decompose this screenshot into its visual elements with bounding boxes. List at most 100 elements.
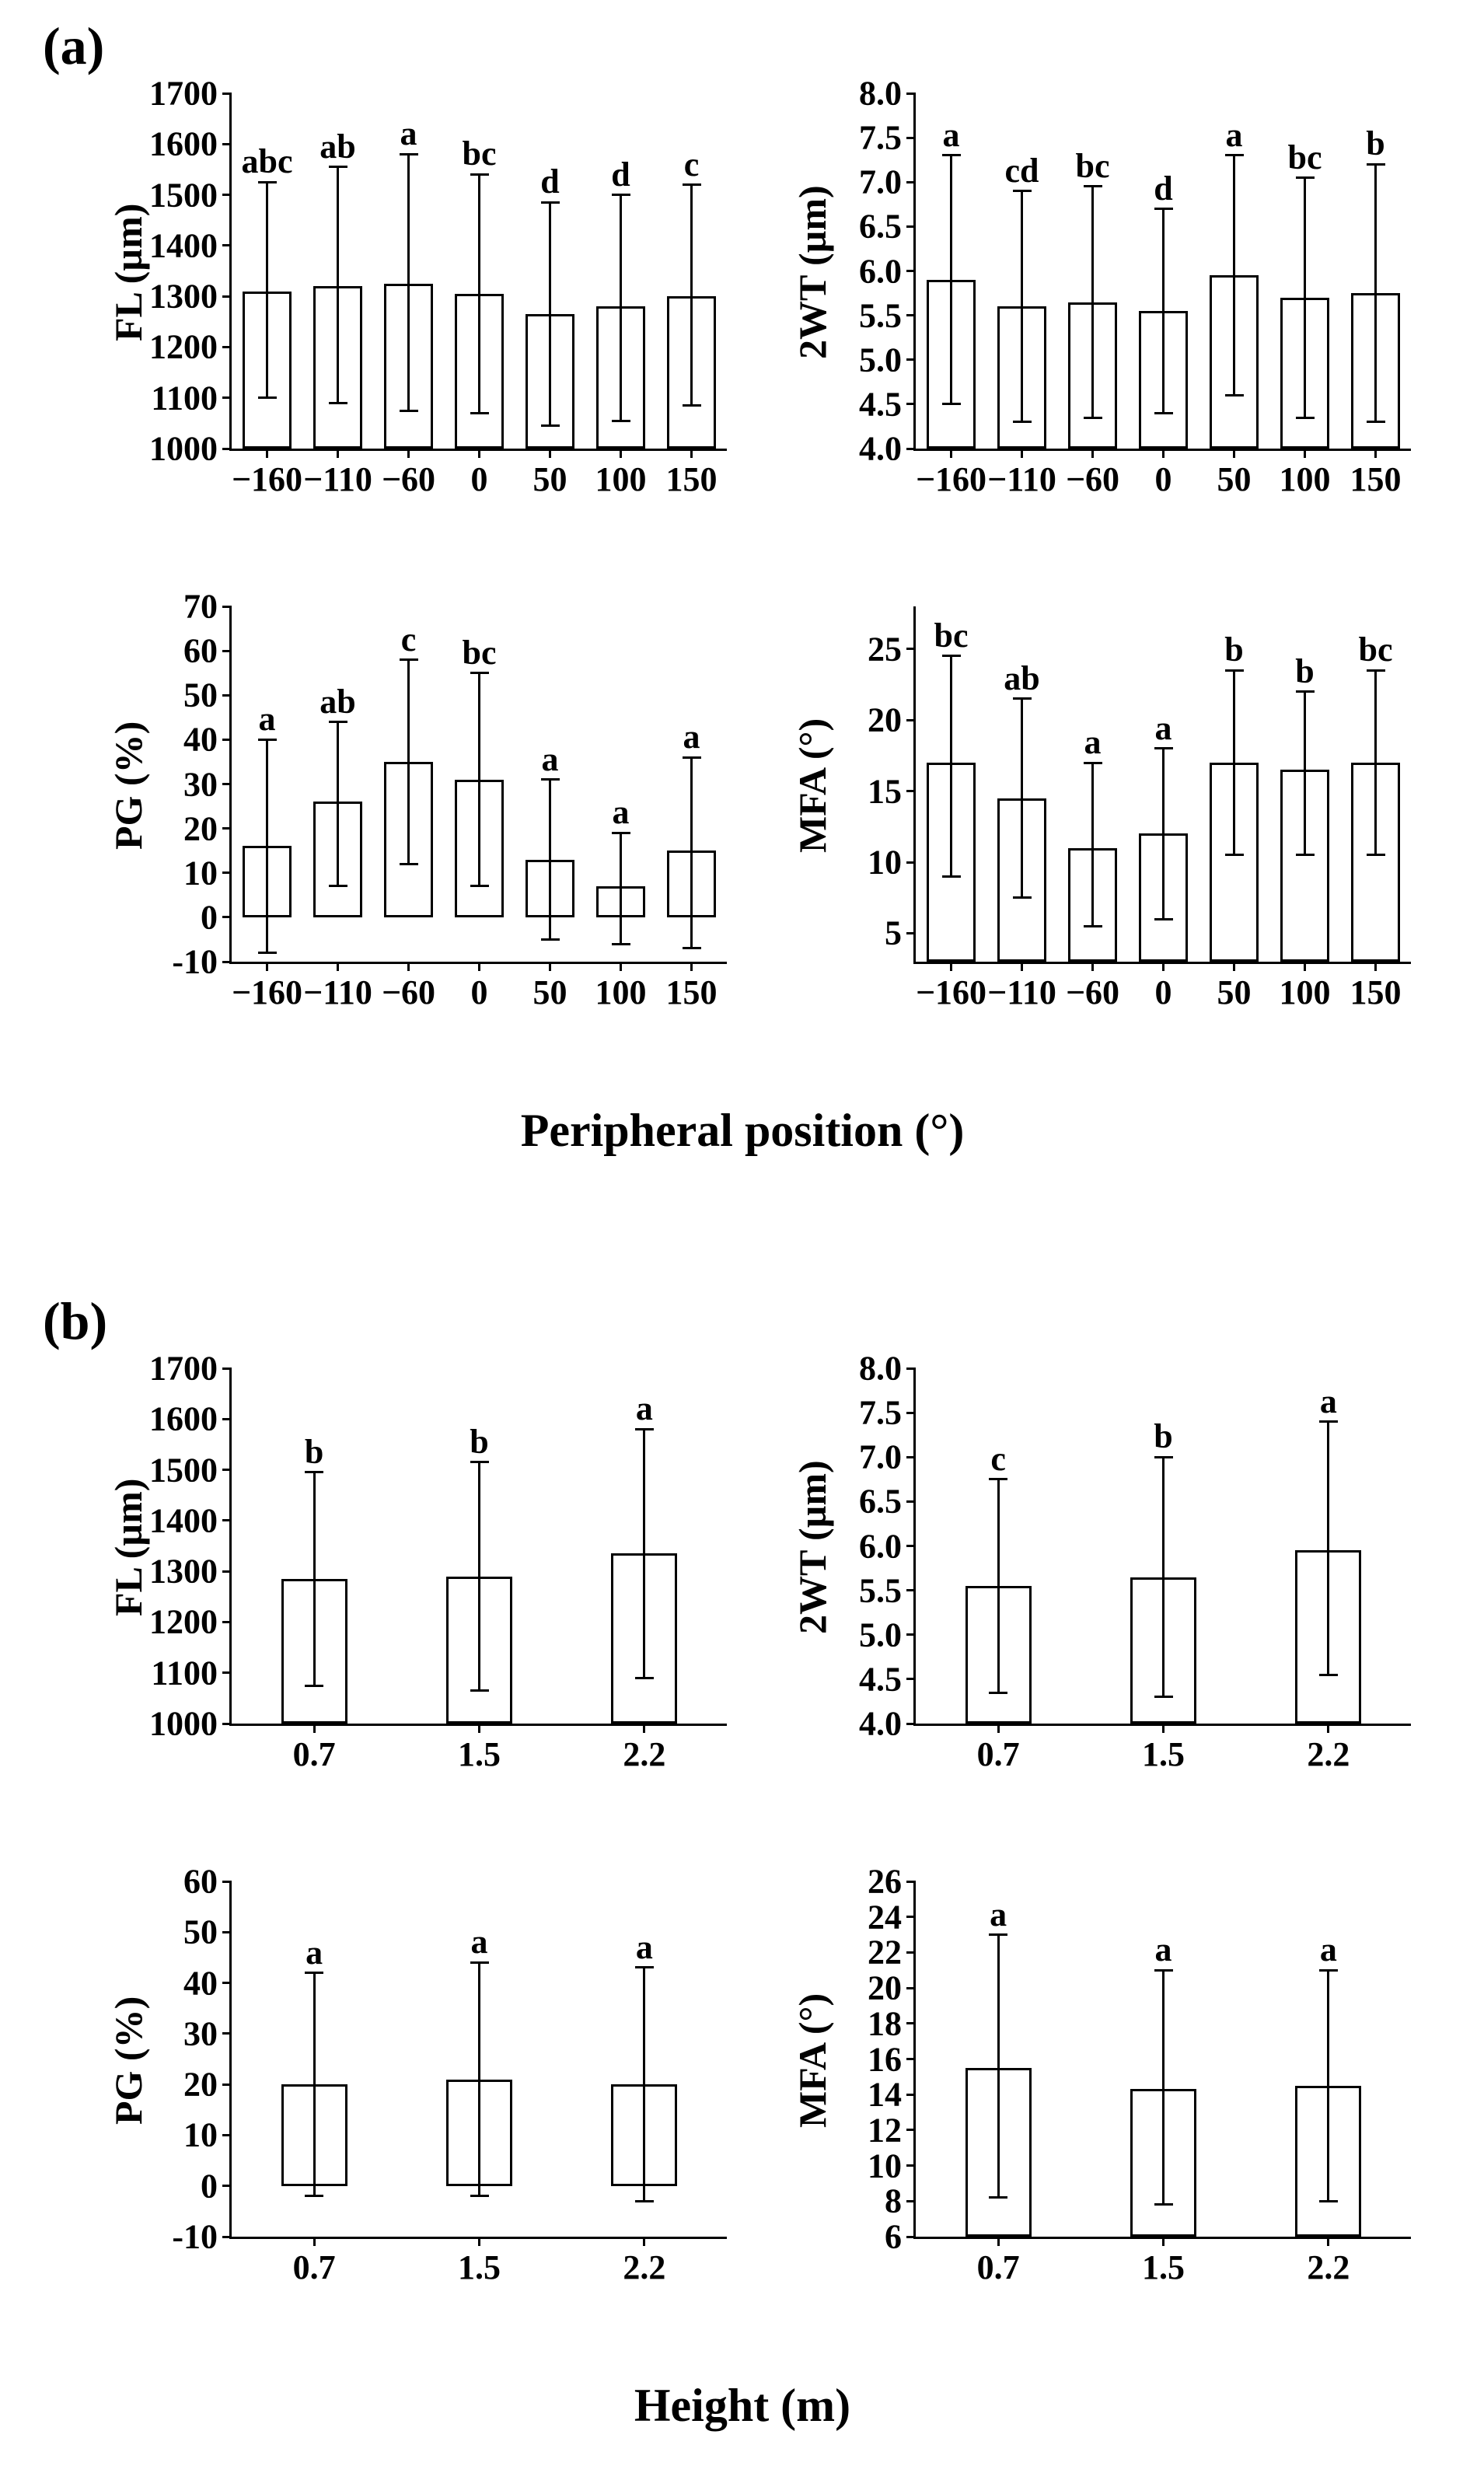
error-cap: [541, 938, 560, 941]
plot-area: 4.04.55.05.56.06.57.07.58.0−160a−110cd−6…: [913, 93, 1411, 451]
plot-area: 510152025−160bc−110ab−60a0a50b100b150bc: [913, 606, 1411, 964]
y-tick-label: 1300: [149, 1552, 218, 1591]
y-tick-label: 50: [183, 676, 218, 715]
x-tick: [549, 962, 551, 971]
sig-letter: a: [1320, 1930, 1337, 1969]
x-tick-label: 0.7: [293, 1734, 336, 1774]
y-tick: [906, 1678, 916, 1680]
x-tick-label: 100: [595, 459, 647, 499]
y-tick-label: 20: [868, 1968, 902, 2008]
y-tick-label: 0: [201, 2166, 218, 2206]
y-tick: [222, 606, 232, 608]
sig-letter: a: [943, 115, 960, 155]
error-bar: [1327, 1970, 1329, 2201]
y-tick: [222, 1671, 232, 1674]
y-tick-label: 1700: [149, 74, 218, 114]
y-tick: [222, 2134, 232, 2136]
x-tick-label: 1.5: [458, 1734, 501, 1774]
error-bar: [1233, 670, 1235, 855]
y-tick-label: 6.0: [859, 251, 902, 291]
y-axis-label: 2WT (µm): [789, 78, 836, 466]
x-tick: [1327, 1724, 1329, 1733]
error-cap: [1367, 854, 1385, 856]
y-tick-label: 22: [868, 1933, 902, 1972]
error-cap: [1367, 421, 1385, 423]
x-tick: [337, 962, 339, 971]
sig-letter: b: [470, 1422, 488, 1462]
y-tick: [906, 93, 916, 95]
error-bar: [690, 757, 693, 948]
y-tick-label: 1200: [149, 327, 218, 367]
error-bar: [407, 154, 410, 410]
y-tick: [906, 2200, 916, 2202]
y-tick: [222, 143, 232, 145]
sig-letter: c: [990, 1439, 1006, 1479]
y-tick: [906, 648, 916, 650]
error-cap: [1296, 417, 1315, 419]
error-cap: [470, 1689, 489, 1692]
x-tick: [478, 962, 480, 971]
x-tick: [549, 449, 551, 458]
y-tick-label: 10: [868, 843, 902, 882]
error-cap: [1013, 421, 1032, 423]
x-tick: [478, 1724, 480, 1733]
y-tick: [222, 2084, 232, 2086]
error-cap: [400, 863, 418, 865]
y-tick-label: 18: [868, 2003, 902, 2043]
y-tick-label: 4.0: [859, 1704, 902, 1744]
y-tick-label: 30: [183, 764, 218, 804]
sig-letter: a: [636, 1927, 653, 1967]
subplot-a-mfa: 510152025−160bc−110ab−60a0a50b100b150bcM…: [789, 591, 1426, 1042]
y-tick: [222, 650, 232, 652]
y-tick: [906, 403, 916, 405]
error-bar: [1162, 749, 1165, 919]
x-tick-label: −110: [303, 459, 372, 499]
error-bar: [620, 833, 622, 944]
y-tick-label: 30: [183, 2014, 218, 2053]
y-tick: [906, 2094, 916, 2096]
y-tick-label: 1000: [149, 1704, 218, 1744]
error-bar: [620, 195, 622, 421]
error-cap: [329, 885, 347, 887]
y-axis-label: MFA (°): [789, 591, 836, 980]
y-tick: [222, 739, 232, 741]
sig-letter: a: [1084, 722, 1102, 762]
sig-letter: d: [540, 162, 559, 201]
sig-letter: b: [1295, 651, 1314, 691]
y-tick: [906, 137, 916, 139]
error-cap: [612, 420, 630, 422]
x-tick-label: −110: [303, 973, 372, 1012]
error-cap: [1084, 925, 1102, 927]
sig-letter: cd: [1005, 151, 1039, 190]
y-axis-label: FL (µm): [105, 78, 152, 466]
sig-letter: a: [471, 1922, 488, 1961]
x-tick-label: 2.2: [1307, 1734, 1350, 1774]
y-tick: [222, 961, 232, 963]
y-tick-label: 1700: [149, 1349, 218, 1388]
x-tick-label: 50: [1217, 459, 1252, 499]
y-tick: [906, 932, 916, 934]
x-tick: [1091, 449, 1094, 458]
error-cap: [635, 2200, 654, 2202]
y-tick: [222, 396, 232, 399]
x-tick-label: −110: [987, 973, 1056, 1012]
sig-letter: a: [306, 1933, 323, 1972]
y-tick: [906, 314, 916, 316]
y-tick: [222, 1469, 232, 1471]
plot-area: 4.04.55.05.56.06.57.07.58.00.7c1.5b2.2a: [913, 1368, 1411, 1726]
x-tick: [1162, 962, 1165, 971]
sig-letter: ab: [1004, 658, 1039, 698]
y-tick-label: 5.5: [859, 1570, 902, 1610]
y-tick-label: 1200: [149, 1602, 218, 1642]
x-tick-label: −160: [916, 459, 986, 499]
sig-letter: a: [1155, 1930, 1172, 1969]
y-tick-label: 1100: [151, 1653, 218, 1692]
error-cap: [1319, 1674, 1338, 1676]
error-cap: [1225, 394, 1244, 396]
y-tick-label: 8.0: [859, 1349, 902, 1388]
x-tick-label: −60: [1066, 973, 1119, 1012]
y-tick: [222, 827, 232, 830]
sig-letter: bc: [934, 616, 969, 655]
sig-letter: d: [1154, 169, 1172, 208]
error-bar: [478, 174, 480, 413]
